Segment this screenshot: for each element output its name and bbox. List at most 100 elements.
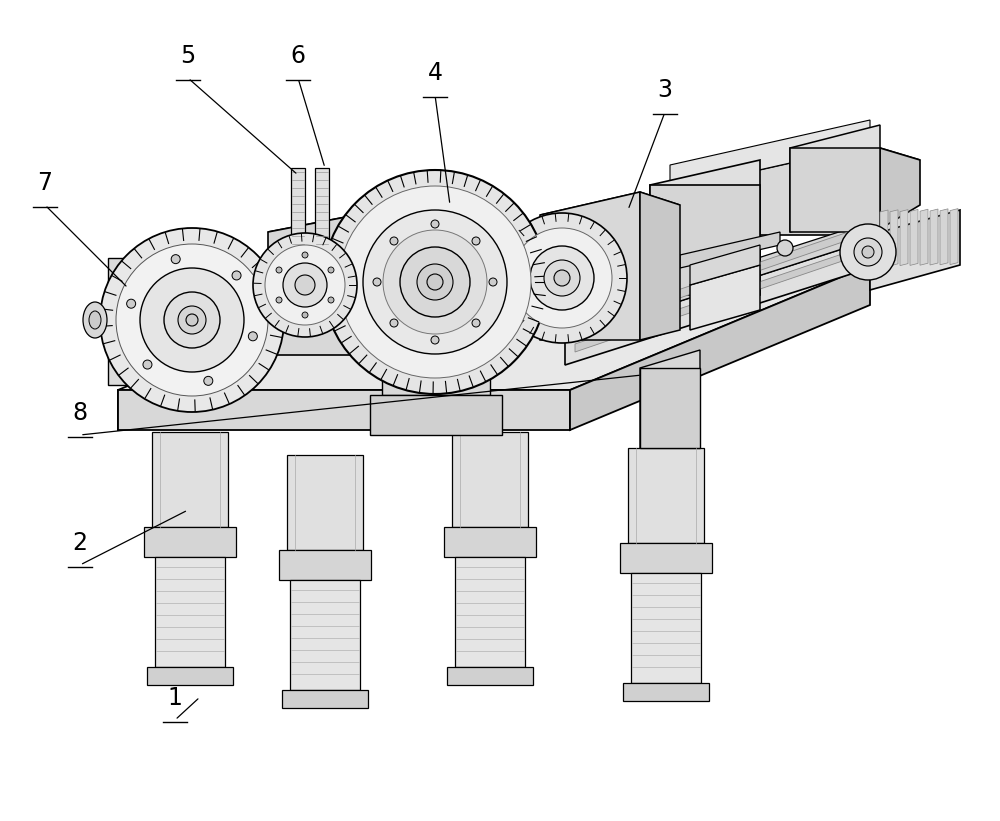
Ellipse shape xyxy=(530,246,594,310)
Polygon shape xyxy=(790,148,880,232)
Polygon shape xyxy=(460,195,510,355)
Circle shape xyxy=(171,255,180,264)
Polygon shape xyxy=(118,265,870,390)
Circle shape xyxy=(204,376,213,385)
Polygon shape xyxy=(152,432,228,527)
Polygon shape xyxy=(291,168,305,260)
Circle shape xyxy=(431,336,439,344)
Polygon shape xyxy=(640,350,700,448)
Text: 4: 4 xyxy=(428,61,442,85)
Polygon shape xyxy=(540,192,680,228)
Polygon shape xyxy=(575,248,860,352)
Polygon shape xyxy=(370,395,502,435)
Ellipse shape xyxy=(116,244,268,396)
Polygon shape xyxy=(447,667,533,685)
Circle shape xyxy=(431,220,439,228)
Circle shape xyxy=(328,297,334,303)
Polygon shape xyxy=(930,209,938,265)
Ellipse shape xyxy=(83,302,107,338)
Circle shape xyxy=(127,299,136,308)
Ellipse shape xyxy=(323,170,547,394)
Circle shape xyxy=(276,297,282,303)
Polygon shape xyxy=(870,210,960,290)
Circle shape xyxy=(472,237,480,245)
Polygon shape xyxy=(950,209,958,264)
Polygon shape xyxy=(900,209,908,266)
Polygon shape xyxy=(628,448,704,543)
Polygon shape xyxy=(382,357,490,395)
Polygon shape xyxy=(147,667,233,685)
Polygon shape xyxy=(870,145,920,235)
Circle shape xyxy=(390,319,398,327)
Polygon shape xyxy=(940,209,948,265)
Polygon shape xyxy=(690,265,760,330)
Ellipse shape xyxy=(417,264,453,300)
Ellipse shape xyxy=(427,274,443,290)
Polygon shape xyxy=(282,690,368,708)
Ellipse shape xyxy=(89,311,101,329)
Ellipse shape xyxy=(862,246,874,258)
Ellipse shape xyxy=(140,268,244,372)
Polygon shape xyxy=(680,232,780,268)
Circle shape xyxy=(472,319,480,327)
Circle shape xyxy=(248,332,257,341)
Ellipse shape xyxy=(186,314,198,326)
Polygon shape xyxy=(186,228,192,234)
Polygon shape xyxy=(455,557,525,667)
Polygon shape xyxy=(570,265,870,430)
Polygon shape xyxy=(144,527,236,557)
Polygon shape xyxy=(287,455,363,550)
Polygon shape xyxy=(623,683,709,701)
Polygon shape xyxy=(790,125,880,232)
Polygon shape xyxy=(640,192,680,340)
Ellipse shape xyxy=(512,228,612,328)
Polygon shape xyxy=(650,160,760,295)
Ellipse shape xyxy=(363,210,507,354)
Circle shape xyxy=(232,271,241,280)
Text: 3: 3 xyxy=(658,78,672,102)
Text: 2: 2 xyxy=(72,531,88,555)
Polygon shape xyxy=(620,543,712,573)
Polygon shape xyxy=(444,527,536,557)
Ellipse shape xyxy=(178,306,206,334)
Ellipse shape xyxy=(400,247,470,317)
Polygon shape xyxy=(910,209,918,265)
Ellipse shape xyxy=(554,270,570,286)
Polygon shape xyxy=(279,550,371,580)
Polygon shape xyxy=(155,557,225,667)
Ellipse shape xyxy=(383,230,487,334)
Circle shape xyxy=(143,360,152,369)
Polygon shape xyxy=(290,580,360,690)
Polygon shape xyxy=(690,245,760,285)
Circle shape xyxy=(302,312,308,318)
Ellipse shape xyxy=(840,224,896,280)
Polygon shape xyxy=(315,168,329,260)
Polygon shape xyxy=(650,185,760,295)
Polygon shape xyxy=(565,222,870,338)
Ellipse shape xyxy=(295,275,315,295)
Circle shape xyxy=(276,267,282,273)
Text: 7: 7 xyxy=(38,171,52,195)
Polygon shape xyxy=(268,195,460,355)
Text: 6: 6 xyxy=(290,44,306,68)
Polygon shape xyxy=(192,262,435,317)
Text: 8: 8 xyxy=(72,401,88,425)
Polygon shape xyxy=(452,432,528,527)
Circle shape xyxy=(489,278,497,286)
Ellipse shape xyxy=(339,186,531,378)
Polygon shape xyxy=(565,240,870,365)
Polygon shape xyxy=(631,573,701,683)
Circle shape xyxy=(373,278,381,286)
Polygon shape xyxy=(118,390,570,430)
Ellipse shape xyxy=(283,263,327,307)
Polygon shape xyxy=(640,368,700,448)
Ellipse shape xyxy=(854,238,882,266)
Polygon shape xyxy=(670,145,920,205)
Polygon shape xyxy=(890,210,898,266)
Polygon shape xyxy=(920,209,928,265)
Polygon shape xyxy=(670,145,870,235)
Circle shape xyxy=(390,237,398,245)
Ellipse shape xyxy=(265,245,345,325)
Ellipse shape xyxy=(164,292,220,348)
Circle shape xyxy=(302,252,308,258)
